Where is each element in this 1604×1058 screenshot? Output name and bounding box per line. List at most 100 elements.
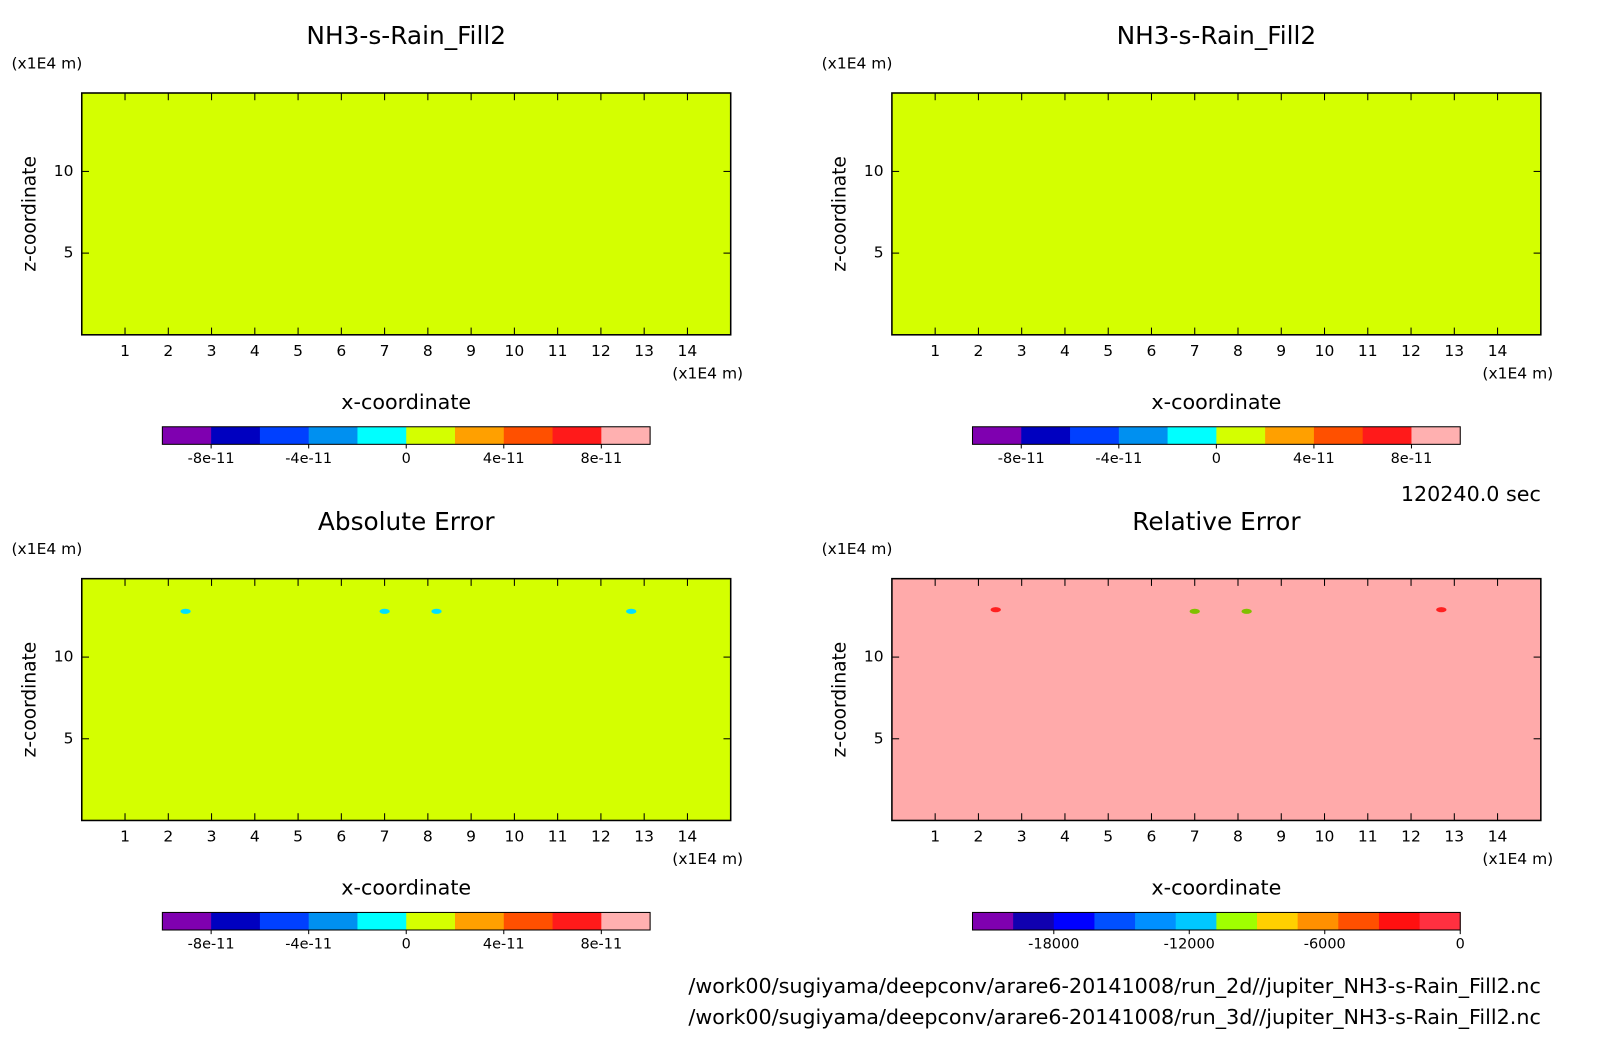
- colorbar-bin: [1070, 426, 1120, 445]
- time-label: 120240.0 sec: [1401, 482, 1541, 506]
- colorbar-tick-label: 4e-11: [483, 451, 525, 467]
- x-tick-label: 4: [1060, 828, 1070, 846]
- colorbar-bin: [1175, 912, 1217, 930]
- x-tick-label: 10: [505, 828, 525, 846]
- x-tick-label: 12: [1401, 828, 1421, 846]
- x-tick-label: 9: [466, 828, 476, 846]
- colorbar-bin: [1021, 426, 1071, 445]
- feature: [379, 608, 390, 614]
- y-tick-label: 5: [64, 729, 74, 747]
- x-tick-label: 8: [1233, 828, 1243, 846]
- frame: [80, 92, 732, 336]
- x-tick-label: 12: [591, 342, 611, 360]
- colorbar-frame: [971, 911, 1461, 931]
- x-tick-label: 1: [120, 828, 130, 846]
- x-tick-label: 13: [1444, 342, 1464, 360]
- x-tick-label: 3: [1017, 828, 1027, 846]
- colorbar-bin: [162, 426, 212, 445]
- colorbar-bin: [503, 426, 554, 445]
- x-tick-label: 8: [423, 342, 433, 360]
- x-label: x-coordinate: [341, 390, 471, 414]
- colorbar-bin: [455, 912, 505, 930]
- colorbar-bin: [162, 912, 212, 930]
- x-unit: (x1E4 m): [672, 850, 743, 868]
- x-tick-label: 14: [1488, 828, 1508, 846]
- feature: [1436, 607, 1447, 613]
- frame: [891, 577, 1542, 822]
- colorbar-bin: [211, 912, 261, 930]
- x-tick-label: 10: [1315, 342, 1335, 360]
- colorbar-bin: [1216, 912, 1258, 930]
- x-label: x-coordinate: [341, 876, 471, 900]
- x-tick-label: 10: [505, 342, 525, 360]
- y-tick-label: 10: [864, 162, 884, 180]
- colorbar-bin: [1053, 912, 1095, 930]
- feature: [180, 608, 191, 614]
- colorbar-bin: [308, 912, 358, 930]
- x-tick-label: 3: [1017, 342, 1027, 360]
- x-tick-label: 4: [250, 828, 260, 846]
- x-unit: (x1E4 m): [1482, 850, 1553, 868]
- colorbar-tick-label: -8e-11: [188, 451, 235, 467]
- colorbar-tick-label: -8e-11: [188, 936, 235, 952]
- x-tick-label: 6: [336, 828, 346, 846]
- y-label: z-coordinate: [20, 156, 41, 272]
- y-tick-label: 5: [874, 729, 884, 747]
- colorbar-bin: [552, 426, 602, 445]
- x-tick-label: 2: [163, 342, 173, 360]
- x-tick-label: 11: [1358, 342, 1378, 360]
- colorbar-bin: [308, 426, 358, 445]
- x-tick-label: 1: [930, 342, 940, 360]
- y-tick-label: 10: [864, 648, 884, 666]
- file-path: /work00/sugiyama/deepconv/arare6-2014100…: [688, 1005, 1540, 1029]
- x-tick-label: 13: [1444, 828, 1464, 846]
- x-tick-label: 14: [1488, 342, 1508, 360]
- x-tick-label: 6: [1147, 828, 1157, 846]
- x-tick-label: 4: [1060, 342, 1070, 360]
- x-tick-label: 7: [380, 342, 390, 360]
- frame: [80, 577, 732, 822]
- colorbar-tick-label: -18000: [1028, 936, 1079, 952]
- field: [891, 93, 1541, 335]
- colorbar-tick-label: 4e-11: [483, 936, 525, 952]
- colorbar-bin: [259, 426, 310, 445]
- x-tick-label: 13: [634, 828, 654, 846]
- colorbar-tick-label: 0: [402, 936, 411, 952]
- feature: [1189, 608, 1200, 614]
- field: [891, 578, 1541, 821]
- x-tick-label: 5: [293, 828, 303, 846]
- colorbar-tick-label: 0: [1456, 936, 1465, 952]
- colorbar-bin: [552, 912, 602, 930]
- colorbar-bin: [1135, 912, 1177, 930]
- colorbar-tick-label: 0: [1212, 451, 1221, 467]
- x-tick-label: 9: [466, 342, 476, 360]
- x-tick-label: 5: [293, 342, 303, 360]
- x-tick-label: 5: [1103, 828, 1113, 846]
- colorbar-bin: [1257, 912, 1299, 930]
- x-tick-label: 8: [1233, 342, 1243, 360]
- colorbar-tick-label: -8e-11: [998, 451, 1045, 467]
- colorbar-bin: [1378, 912, 1421, 930]
- colorbar-tick-label: 8e-11: [580, 936, 622, 952]
- panel-title: NH3-s-Rain_Fill2: [306, 21, 506, 50]
- colorbar-bin: [601, 426, 651, 445]
- colorbar-bin: [503, 912, 554, 930]
- feature: [1241, 608, 1252, 614]
- y-tick-label: 5: [874, 244, 884, 262]
- x-tick-label: 6: [1147, 342, 1157, 360]
- y-unit: (x1E4 m): [12, 540, 83, 558]
- x-tick-label: 11: [548, 828, 568, 846]
- x-label: x-coordinate: [1151, 876, 1281, 900]
- x-tick-label: 4: [250, 342, 260, 360]
- colorbar-bin: [1362, 426, 1412, 445]
- colorbar-tick-label: -4e-11: [285, 936, 332, 952]
- y-unit: (x1E4 m): [822, 55, 893, 73]
- colorbar-tick-label: 8e-11: [580, 451, 622, 467]
- colorbar-bin: [1411, 426, 1461, 445]
- colorbar-bin: [406, 426, 456, 445]
- feature: [990, 607, 1001, 613]
- y-unit: (x1E4 m): [12, 55, 83, 73]
- frame: [891, 92, 1542, 336]
- x-label: x-coordinate: [1151, 390, 1281, 414]
